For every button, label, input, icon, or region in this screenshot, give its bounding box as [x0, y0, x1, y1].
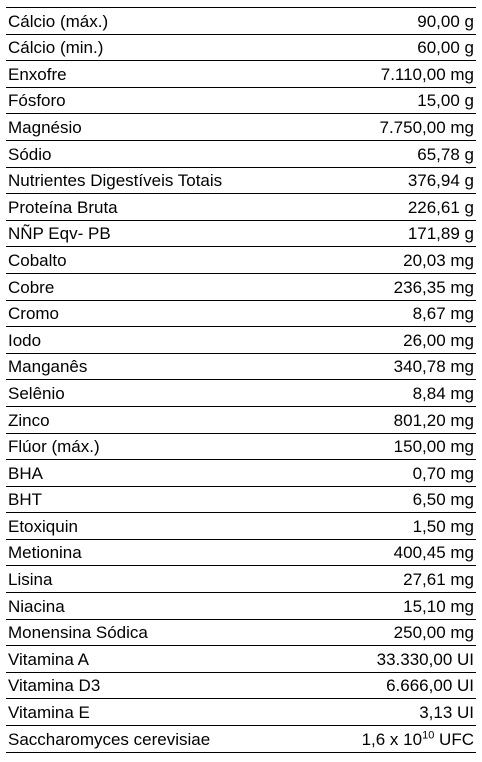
table-row: Selênio 8,84 mg: [6, 379, 476, 407]
nutrient-value: 8,84 mg: [310, 379, 476, 407]
nutrient-value: 7.110,00 mg: [310, 60, 476, 88]
nutrient-value: 0,70 mg: [310, 459, 476, 487]
nutrient-value: 1,50 mg: [310, 512, 476, 540]
nutrient-name: Magnésio: [6, 113, 310, 141]
nutrient-value: 26,00 mg: [310, 326, 476, 354]
nutrient-name: Enxofre: [6, 60, 310, 88]
nutrient-name: Cobre: [6, 272, 310, 301]
table-row: Lisina 27,61 mg: [6, 565, 476, 593]
nutrient-name: Saccharomyces cerevisiae: [6, 725, 310, 753]
nutrient-value: 60,00 g: [310, 33, 476, 61]
value-prefix: 1,6 x 10: [361, 729, 423, 749]
nutrient-value: 15,00 g: [310, 86, 476, 114]
nutrient-name: Zinco: [6, 405, 310, 433]
table-row: Niacina 15,10 mg: [6, 592, 476, 620]
nutrient-name: Iodo: [6, 326, 310, 354]
nutrient-value: 65,78 g: [310, 139, 476, 168]
table-row: BHT 6,50 mg: [6, 485, 476, 513]
nutrient-name: Sódio: [6, 139, 310, 168]
nutrient-value: 236,35 mg: [310, 272, 476, 301]
nutrient-name: Selênio: [6, 379, 310, 407]
value-suffix: UFC: [434, 729, 474, 749]
table-row: Manganês 340,78 mg: [6, 352, 476, 380]
nutrient-value: 226,61 g: [310, 193, 476, 221]
nutrient-name: Vitamina E: [6, 698, 310, 726]
nutrient-table-container: Cálcio (máx.) 90,00 g Cálcio (min.) 60,0…: [6, 7, 476, 753]
nutrient-value: 376,94 g: [310, 166, 476, 194]
table-row: Flúor (máx.) 150,00 mg: [6, 432, 476, 460]
table-row: Nutrientes Digestíveis Totais 376,94 g: [6, 166, 476, 194]
nutrient-name: Etoxiquin: [6, 512, 310, 540]
table-row: Cobalto 20,03 mg: [6, 246, 476, 274]
nutrient-value: 250,00 mg: [310, 618, 476, 646]
nutrient-value: 33.330,00 UI: [310, 645, 476, 673]
nutrient-value: 1,6 x 1010 UFC: [310, 725, 476, 753]
table-row: Monensina Sódica 250,00 mg: [6, 618, 476, 646]
table-row: Cromo 8,67 mg: [6, 299, 476, 327]
nutrient-name: Nutrientes Digestíveis Totais: [6, 166, 310, 194]
nutrient-value: 8,67 mg: [310, 299, 476, 327]
nutrient-value: 20,03 mg: [310, 246, 476, 274]
table-row: Vitamina A 33.330,00 UI: [6, 645, 476, 673]
nutrient-value: 150,00 mg: [310, 432, 476, 460]
nutrient-value: 15,10 mg: [310, 592, 476, 620]
table-row: Enxofre 7.110,00 mg: [6, 60, 476, 88]
table-row: Vitamina E 3,13 UI: [6, 698, 476, 726]
nutrient-value: 6,50 mg: [310, 485, 476, 513]
table-row: Fósforo 15,00 g: [6, 86, 476, 114]
nutrient-value: 7.750,00 mg: [310, 113, 476, 141]
nutrient-value: 801,20 mg: [310, 405, 476, 433]
nutrient-name: Flúor (máx.): [6, 432, 310, 460]
nutrient-name: BHT: [6, 485, 310, 513]
table-row: Etoxiquin 1,50 mg: [6, 512, 476, 540]
table-row: BHA 0,70 mg: [6, 459, 476, 487]
nutrient-name: BHA: [6, 459, 310, 487]
nutrient-name: Proteína Bruta: [6, 193, 310, 221]
nutrient-value: 27,61 mg: [310, 565, 476, 593]
nutrient-value: 340,78 mg: [310, 352, 476, 380]
nutrient-name: Vitamina D3: [6, 671, 310, 699]
nutrient-value: 171,89 g: [310, 219, 476, 247]
nutrient-name: Metionina: [6, 538, 310, 566]
table-row: Iodo 26,00 mg: [6, 326, 476, 354]
nutrient-name: Fósforo: [6, 86, 310, 114]
value-exponent: 10: [422, 728, 435, 741]
nutrient-name: Cobalto: [6, 246, 310, 274]
table-row: Magnésio 7.750,00 mg: [6, 113, 476, 141]
table-row: NÑP Eqv- PB 171,89 g: [6, 219, 476, 247]
table-row: Zinco 801,20 mg: [6, 405, 476, 433]
table-row: Cobre 236,35 mg: [6, 272, 476, 301]
nutrient-name: NÑP Eqv- PB: [6, 219, 310, 247]
nutrient-name: Niacina: [6, 592, 310, 620]
nutrient-name: Cálcio (min.): [6, 33, 310, 61]
table-row: Cálcio (máx.) 90,00 g: [6, 7, 476, 35]
nutrient-value: 400,45 mg: [310, 538, 476, 566]
nutrient-name: Cálcio (máx.): [6, 7, 310, 35]
nutrient-name: Manganês: [6, 352, 310, 380]
nutrient-name: Vitamina A: [6, 645, 310, 673]
nutrient-name: Monensina Sódica: [6, 618, 310, 646]
nutrient-value: 90,00 g: [310, 7, 476, 35]
nutrient-name: Lisina: [6, 565, 310, 593]
table-row: Proteína Bruta 226,61 g: [6, 193, 476, 221]
nutrient-value: 6.666,00 UI: [310, 671, 476, 699]
nutrient-name: Cromo: [6, 299, 310, 327]
nutrient-value: 3,13 UI: [310, 698, 476, 726]
table-row: Vitamina D3 6.666,00 UI: [6, 671, 476, 699]
table-row: Metionina 400,45 mg: [6, 538, 476, 566]
table-row: Saccharomyces cerevisiae 1,6 x 1010 UFC: [6, 725, 476, 753]
table-row: Cálcio (min.) 60,00 g: [6, 33, 476, 61]
table-row: Sódio 65,78 g: [6, 139, 476, 168]
nutrient-table: Cálcio (máx.) 90,00 g Cálcio (min.) 60,0…: [6, 7, 476, 753]
